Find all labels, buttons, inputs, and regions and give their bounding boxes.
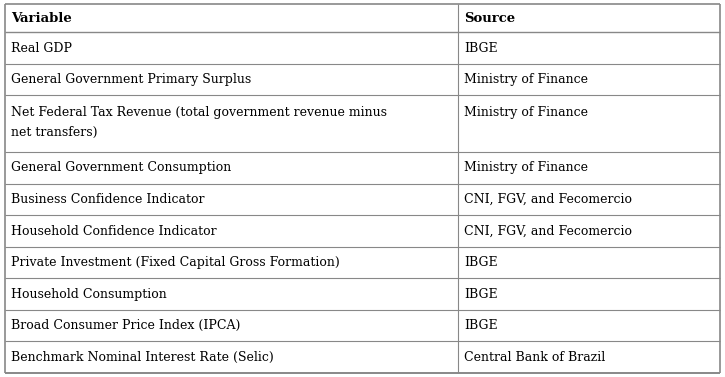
Text: General Government Primary Surplus: General Government Primary Surplus <box>11 73 252 86</box>
Text: Household Consumption: Household Consumption <box>11 288 167 300</box>
Text: Business Confidence Indicator: Business Confidence Indicator <box>11 193 204 206</box>
Text: CNI, FGV, and Fecomercio: CNI, FGV, and Fecomercio <box>464 193 632 206</box>
Text: Household Confidence Indicator: Household Confidence Indicator <box>11 225 217 238</box>
Text: IBGE: IBGE <box>464 256 498 269</box>
Text: Net Federal Tax Revenue (total government revenue minus: Net Federal Tax Revenue (total governmen… <box>11 106 387 119</box>
Text: Benchmark Nominal Interest Rate (Selic): Benchmark Nominal Interest Rate (Selic) <box>11 351 274 364</box>
Text: Variable: Variable <box>11 12 72 25</box>
Text: Ministry of Finance: Ministry of Finance <box>464 106 588 119</box>
Text: Broad Consumer Price Index (IPCA): Broad Consumer Price Index (IPCA) <box>11 319 241 332</box>
Text: IBGE: IBGE <box>464 288 498 300</box>
Text: Real GDP: Real GDP <box>11 41 72 55</box>
Text: net transfers): net transfers) <box>11 126 97 139</box>
Text: Ministry of Finance: Ministry of Finance <box>464 161 588 175</box>
Text: General Government Consumption: General Government Consumption <box>11 161 231 175</box>
Text: Ministry of Finance: Ministry of Finance <box>464 73 588 86</box>
Text: CNI, FGV, and Fecomercio: CNI, FGV, and Fecomercio <box>464 225 632 238</box>
Text: IBGE: IBGE <box>464 41 498 55</box>
Text: Central Bank of Brazil: Central Bank of Brazil <box>464 351 605 364</box>
Text: IBGE: IBGE <box>464 319 498 332</box>
Text: Source: Source <box>464 12 515 25</box>
Text: Private Investment (Fixed Capital Gross Formation): Private Investment (Fixed Capital Gross … <box>11 256 340 269</box>
